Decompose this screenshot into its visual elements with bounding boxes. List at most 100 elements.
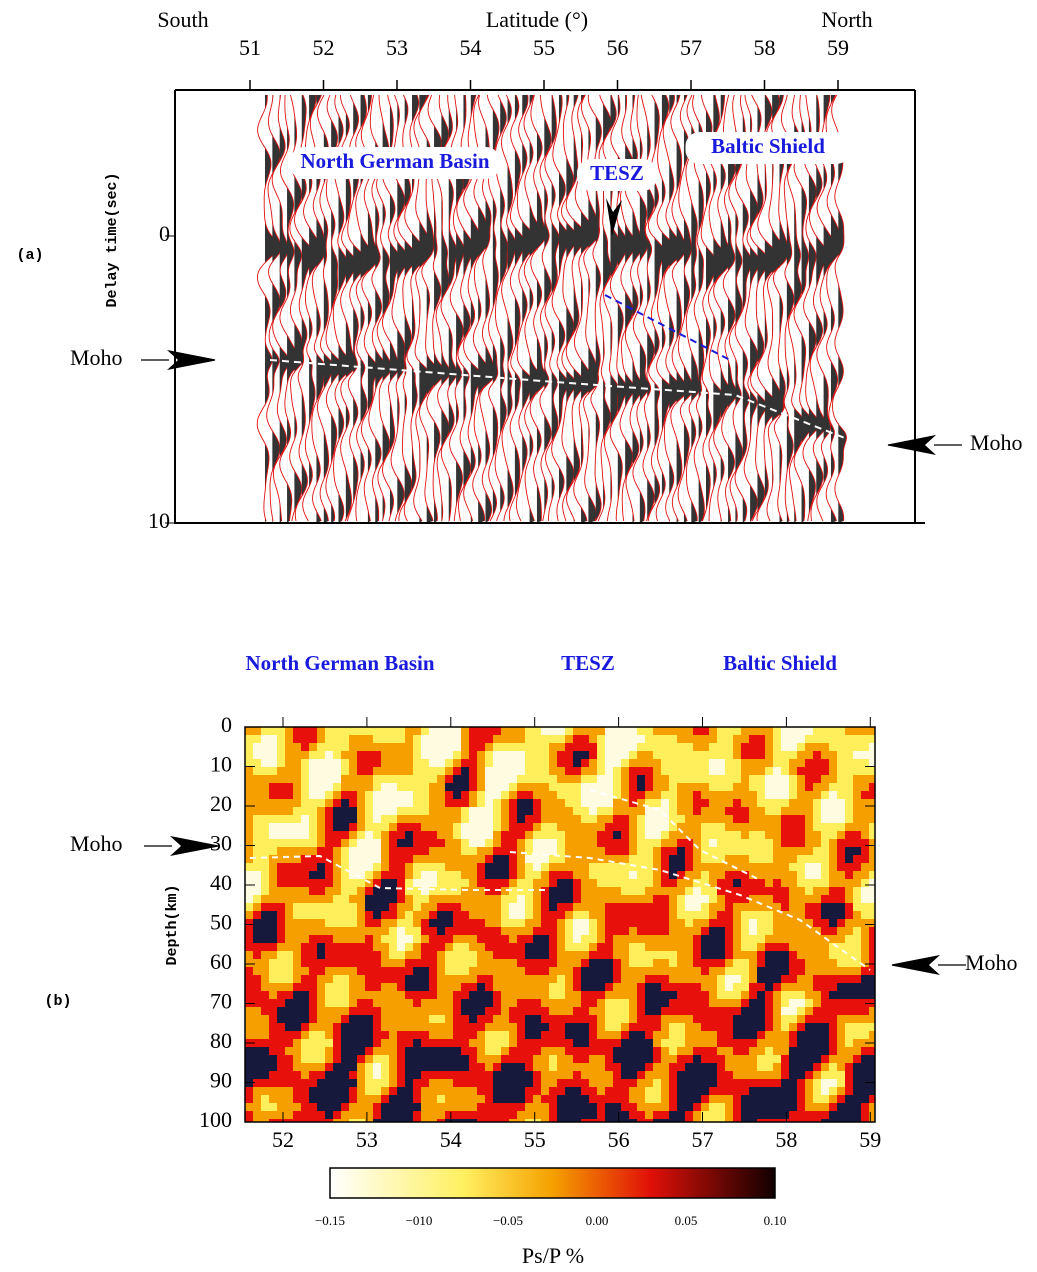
cell — [421, 943, 429, 951]
cell — [853, 847, 861, 855]
cell — [365, 887, 373, 895]
cell — [733, 919, 741, 927]
cell — [685, 991, 693, 999]
cell — [245, 743, 253, 751]
cell — [725, 855, 733, 863]
cell — [717, 863, 725, 871]
cell — [405, 871, 413, 879]
cell — [669, 951, 677, 959]
cell — [429, 1055, 437, 1063]
cell — [813, 903, 821, 911]
cell — [517, 1039, 525, 1047]
cell — [629, 823, 637, 831]
cell — [645, 1079, 653, 1087]
arrow — [141, 351, 215, 369]
cell — [821, 863, 829, 871]
cell — [773, 727, 781, 735]
cell — [829, 743, 837, 751]
cell — [293, 967, 301, 975]
cell — [397, 1087, 405, 1095]
cell — [669, 1071, 677, 1079]
cell — [365, 823, 373, 831]
cell — [869, 1087, 877, 1095]
cell — [381, 919, 389, 927]
cell — [285, 1047, 293, 1055]
cell — [277, 1119, 285, 1127]
cell — [381, 967, 389, 975]
cell — [789, 1087, 797, 1095]
cell — [261, 879, 269, 887]
cell — [853, 727, 861, 735]
cell — [317, 935, 325, 943]
cell — [349, 999, 357, 1007]
cell — [597, 1095, 605, 1103]
cell — [293, 959, 301, 967]
cell — [453, 1119, 461, 1127]
cell — [669, 855, 677, 863]
cell — [357, 775, 365, 783]
cell — [853, 863, 861, 871]
cell — [837, 783, 845, 791]
cell — [589, 815, 597, 823]
cell — [789, 887, 797, 895]
cell — [701, 927, 709, 935]
cell — [661, 1023, 669, 1031]
cell — [637, 1031, 645, 1039]
cell — [869, 975, 877, 983]
cell — [565, 927, 573, 935]
cell — [253, 903, 261, 911]
cell — [837, 935, 845, 943]
cell — [581, 751, 589, 759]
cell — [325, 1079, 333, 1087]
cell — [341, 975, 349, 983]
cell — [285, 935, 293, 943]
cell — [509, 847, 517, 855]
cell — [717, 927, 725, 935]
cell — [669, 943, 677, 951]
cell — [709, 727, 717, 735]
cell — [677, 1071, 685, 1079]
cell — [677, 1063, 685, 1071]
cell — [685, 943, 693, 951]
cell — [309, 895, 317, 903]
cell — [549, 767, 557, 775]
cell — [565, 887, 573, 895]
cell — [429, 1087, 437, 1095]
cell — [525, 799, 533, 807]
cell — [837, 735, 845, 743]
cell — [469, 1055, 477, 1063]
cell — [797, 767, 805, 775]
cell — [365, 935, 373, 943]
cell — [629, 951, 637, 959]
cell — [309, 967, 317, 975]
cell — [717, 1015, 725, 1023]
cell — [429, 775, 437, 783]
cell — [365, 855, 373, 863]
cell — [693, 855, 701, 863]
cell — [285, 887, 293, 895]
cell — [717, 1007, 725, 1015]
heatmap — [245, 727, 877, 1127]
cell — [837, 1007, 845, 1015]
cell — [781, 879, 789, 887]
cell — [253, 1095, 261, 1103]
cell — [509, 1071, 517, 1079]
cell — [629, 1039, 637, 1047]
cell — [781, 1031, 789, 1039]
cell — [333, 871, 341, 879]
cell — [293, 1087, 301, 1095]
cell — [469, 783, 477, 791]
cell — [525, 751, 533, 759]
cell — [325, 783, 333, 791]
cell — [653, 1111, 661, 1119]
cell — [557, 959, 565, 967]
cell — [397, 1071, 405, 1079]
cell — [565, 1119, 573, 1127]
cell — [485, 783, 493, 791]
cell — [621, 1055, 629, 1063]
cell — [533, 839, 541, 847]
cell — [845, 903, 853, 911]
cell — [469, 1031, 477, 1039]
cell — [445, 863, 453, 871]
cell — [789, 975, 797, 983]
